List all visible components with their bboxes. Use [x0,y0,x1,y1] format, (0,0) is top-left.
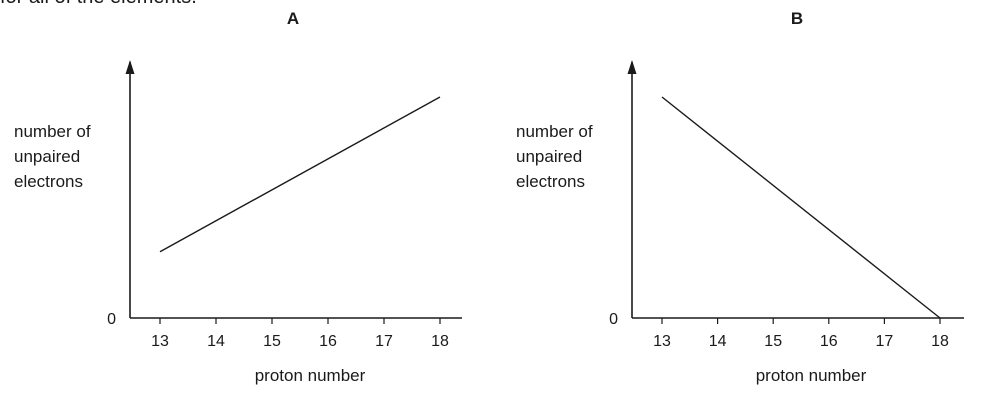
y-axis-arrow-icon [125,60,135,74]
y-axis-arrow-icon [627,60,637,74]
x-tick-label: 14 [709,333,727,350]
y-axis-label-line: electrons [14,172,83,191]
y-axis-label-line: number of [14,122,91,141]
x-tick-label: 18 [931,333,949,350]
chart-panel-A: A 13 14 15 16 17 18 0 number of unpaired electrons… [14,9,462,385]
x-tick-label: 13 [151,333,169,350]
y-axis-label-line: unpaired [516,147,582,166]
x-tick-label: 15 [764,333,782,350]
x-tick-label: 14 [207,333,225,350]
y-axis-label-line: unpaired [14,147,80,166]
x-axis-label: proton number [255,366,366,385]
series-line [159,96,441,253]
x-tick-label: 18 [431,333,449,350]
y-axis-label-line: number of [516,122,593,141]
y-tick-label: 0 [107,311,116,328]
x-tick-label: 13 [653,333,671,350]
y-axis-label-line: electrons [516,172,585,191]
x-tick-label: 17 [876,333,894,350]
x-tick-label: 15 [263,333,281,350]
series-line [661,96,941,319]
x-tick-label: 17 [375,333,393,350]
x-tick-label: 16 [820,333,838,350]
chart-panel-B: B 13 14 15 16 17 18 0 number of unpaired electrons… [516,9,964,385]
y-tick-label: 0 [609,311,618,328]
panel-title: B [791,9,803,28]
x-tick-label: 16 [319,333,337,350]
panel-title: A [287,9,299,28]
x-axis-label: proton number [756,366,867,385]
cropped-header-text: for all of the elements. [0,0,197,9]
